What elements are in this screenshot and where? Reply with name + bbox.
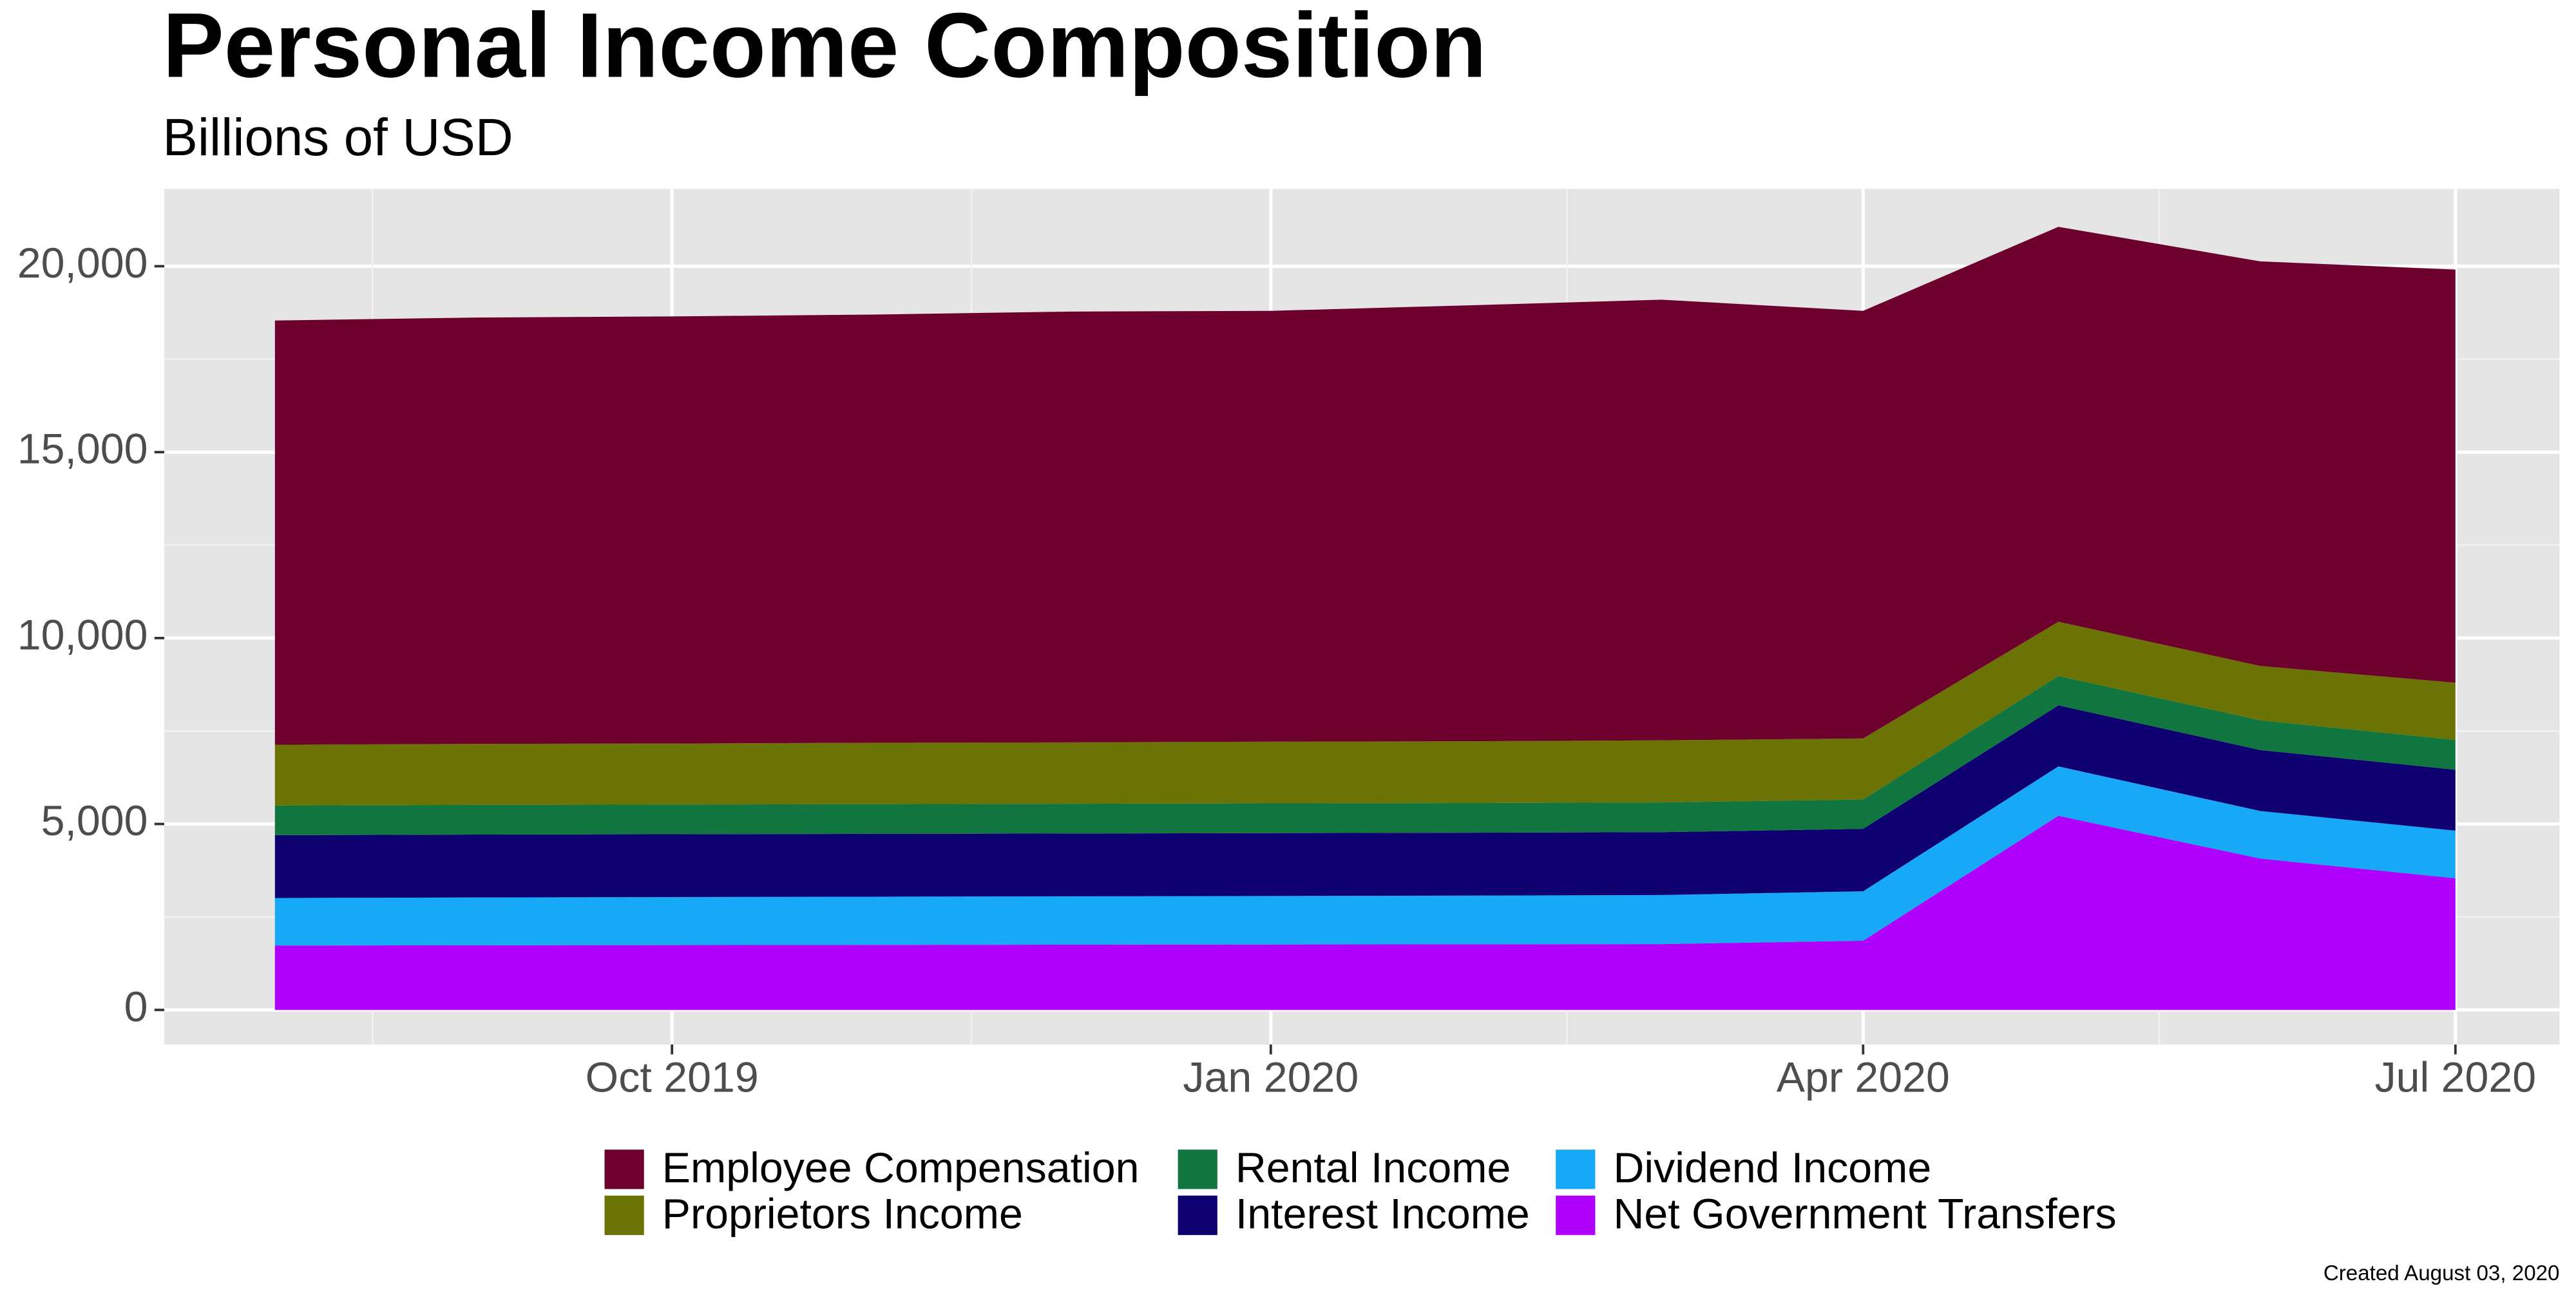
x-tick-label: Apr 2020 — [1777, 1054, 1950, 1102]
legend-label: Rental Income — [1236, 1144, 1511, 1192]
legend-label: Dividend Income — [1613, 1144, 1931, 1192]
caption: Created August 03, 2020 — [2323, 1261, 2560, 1285]
y-tick-label: 20,000 — [17, 240, 148, 287]
legend-label: Interest Income — [1236, 1190, 1530, 1238]
x-tick-label: Jul 2020 — [2374, 1054, 2536, 1102]
chart-subtitle: Billions of USD — [162, 108, 513, 167]
chart-title: Personal Income Composition — [162, 0, 1486, 97]
legend-key — [1178, 1195, 1217, 1235]
legend-key — [1178, 1149, 1217, 1189]
y-tick-label: 15,000 — [17, 426, 148, 473]
x-tick-label: Oct 2019 — [586, 1054, 759, 1102]
area — [274, 676, 2456, 835]
legend-key — [1556, 1149, 1596, 1189]
y-tick-label: 0 — [124, 983, 148, 1031]
legend-key — [1556, 1195, 1596, 1235]
y-tick-label: 10,000 — [17, 611, 148, 659]
legend-key — [604, 1149, 644, 1189]
area — [274, 227, 2456, 745]
x-tick-label: Jan 2020 — [1183, 1054, 1359, 1102]
area — [274, 766, 2456, 946]
area — [274, 815, 2456, 1010]
legend-label: Proprietors Income — [662, 1190, 1023, 1238]
area — [274, 621, 2456, 806]
legend-label: Employee Compensation — [662, 1144, 1140, 1192]
legend-label: Net Government Transfers — [1613, 1190, 2116, 1238]
area — [274, 705, 2456, 898]
legend-key — [604, 1195, 644, 1235]
y-tick-label: 5,000 — [41, 797, 148, 845]
